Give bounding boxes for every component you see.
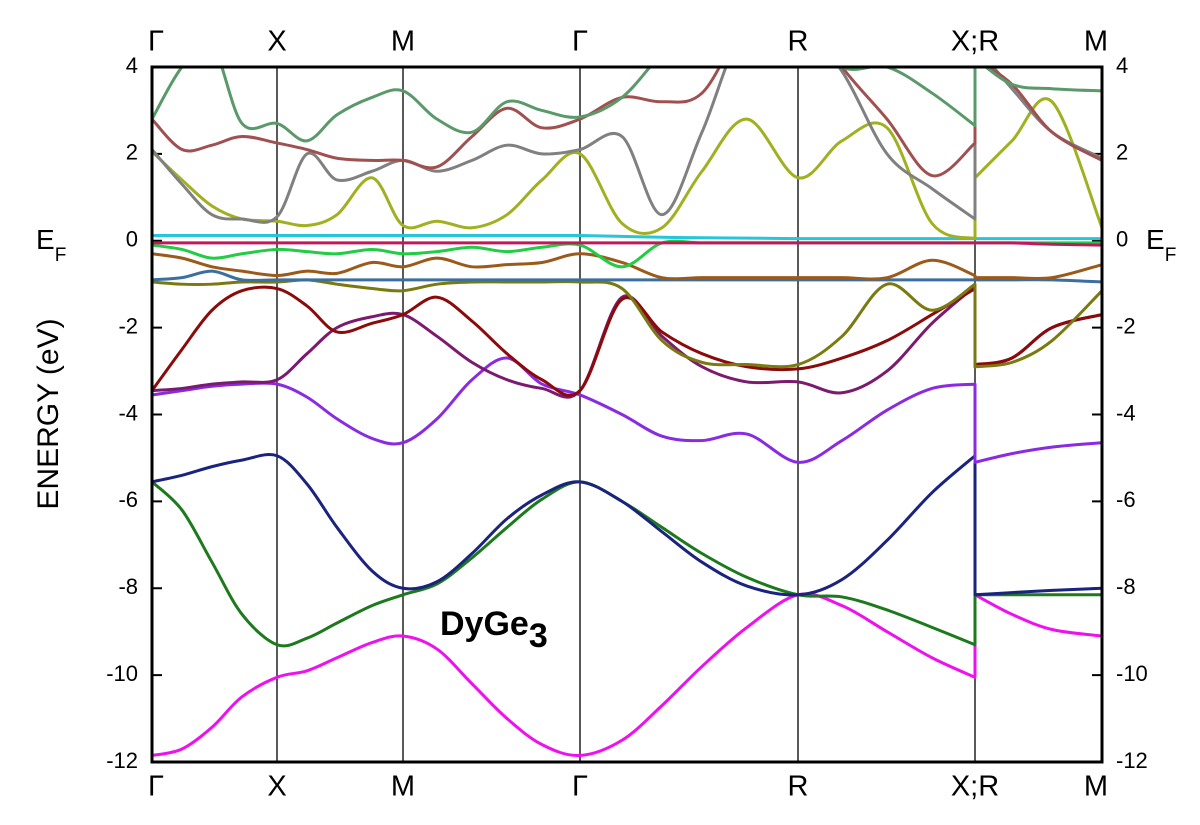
y-axis-title: ENERGY (eV) [32,318,65,509]
y-tick-label: -10 [106,661,138,686]
band [152,356,1102,464]
y2-tick-label: -6 [1116,487,1136,512]
y-tick-label: -6 [118,487,138,512]
band [152,67,1102,178]
band [152,269,1102,284]
band [152,284,1102,399]
x-tick-label: X;R [951,771,999,803]
x-tick-label: X [267,771,286,803]
y2-tick-label: -10 [1116,661,1148,686]
x-tick-label: Γ [572,771,588,803]
band [152,67,1102,143]
compound-label: DyGe3 [440,605,548,655]
x-tick-label: M [1084,771,1108,803]
band [152,285,1102,397]
y2-tick-label: 4 [1116,53,1128,78]
grid-layer [151,66,1103,763]
compound-sub: 3 [529,617,548,655]
x-top-label: Γ [148,26,164,58]
x-top-label: M [391,26,415,58]
y-tick-label: 0 [126,227,138,252]
band [152,453,1102,597]
band [152,67,1102,224]
x-top-label: M [1084,26,1108,58]
y-tick-label: -4 [118,400,138,425]
ef-main: E [36,224,55,255]
y2-tick-label: 0 [1116,227,1128,252]
y2-tick-label: -2 [1116,313,1136,338]
band [152,241,1102,247]
y-tick-label: 2 [126,140,138,165]
x-top-label: X;R [951,26,999,58]
y-tick-label: -8 [118,574,138,599]
band [152,233,1102,241]
x-top-label: Γ [572,26,588,58]
y2-tick-label: -4 [1116,400,1136,425]
y-tick-label: -12 [106,748,138,773]
ef-label: EF [36,224,66,266]
x-tick-label: R [788,771,809,803]
band [152,592,1102,757]
bands [152,67,1102,757]
y2-tick-label: -8 [1116,574,1136,599]
y-tick-label: -2 [118,313,138,338]
y2-tick-label: -12 [1116,748,1148,773]
ef-sub: F [1165,245,1177,266]
ef-main: E [1146,224,1165,255]
ef-label: EF [1146,224,1176,266]
y-tick-label: 4 [126,53,138,78]
compound-main: DyGe [440,605,529,643]
x-tick-label: Γ [148,771,164,803]
x-top-label: X [267,26,286,58]
band [152,252,1102,281]
band [152,97,1102,241]
labels: -12 -12-10 -10-8 -8-6 -6-4 -4-2 -20 02 24 4ΓΓXXMM… [106,26,1148,803]
ef-sub: F [55,245,67,266]
band [152,480,1102,648]
x-top-label: R [788,26,809,58]
y2-tick-label: 2 [1116,140,1128,165]
x-tick-label: M [391,771,415,803]
band [152,278,1102,369]
plot-frame [150,65,1104,764]
